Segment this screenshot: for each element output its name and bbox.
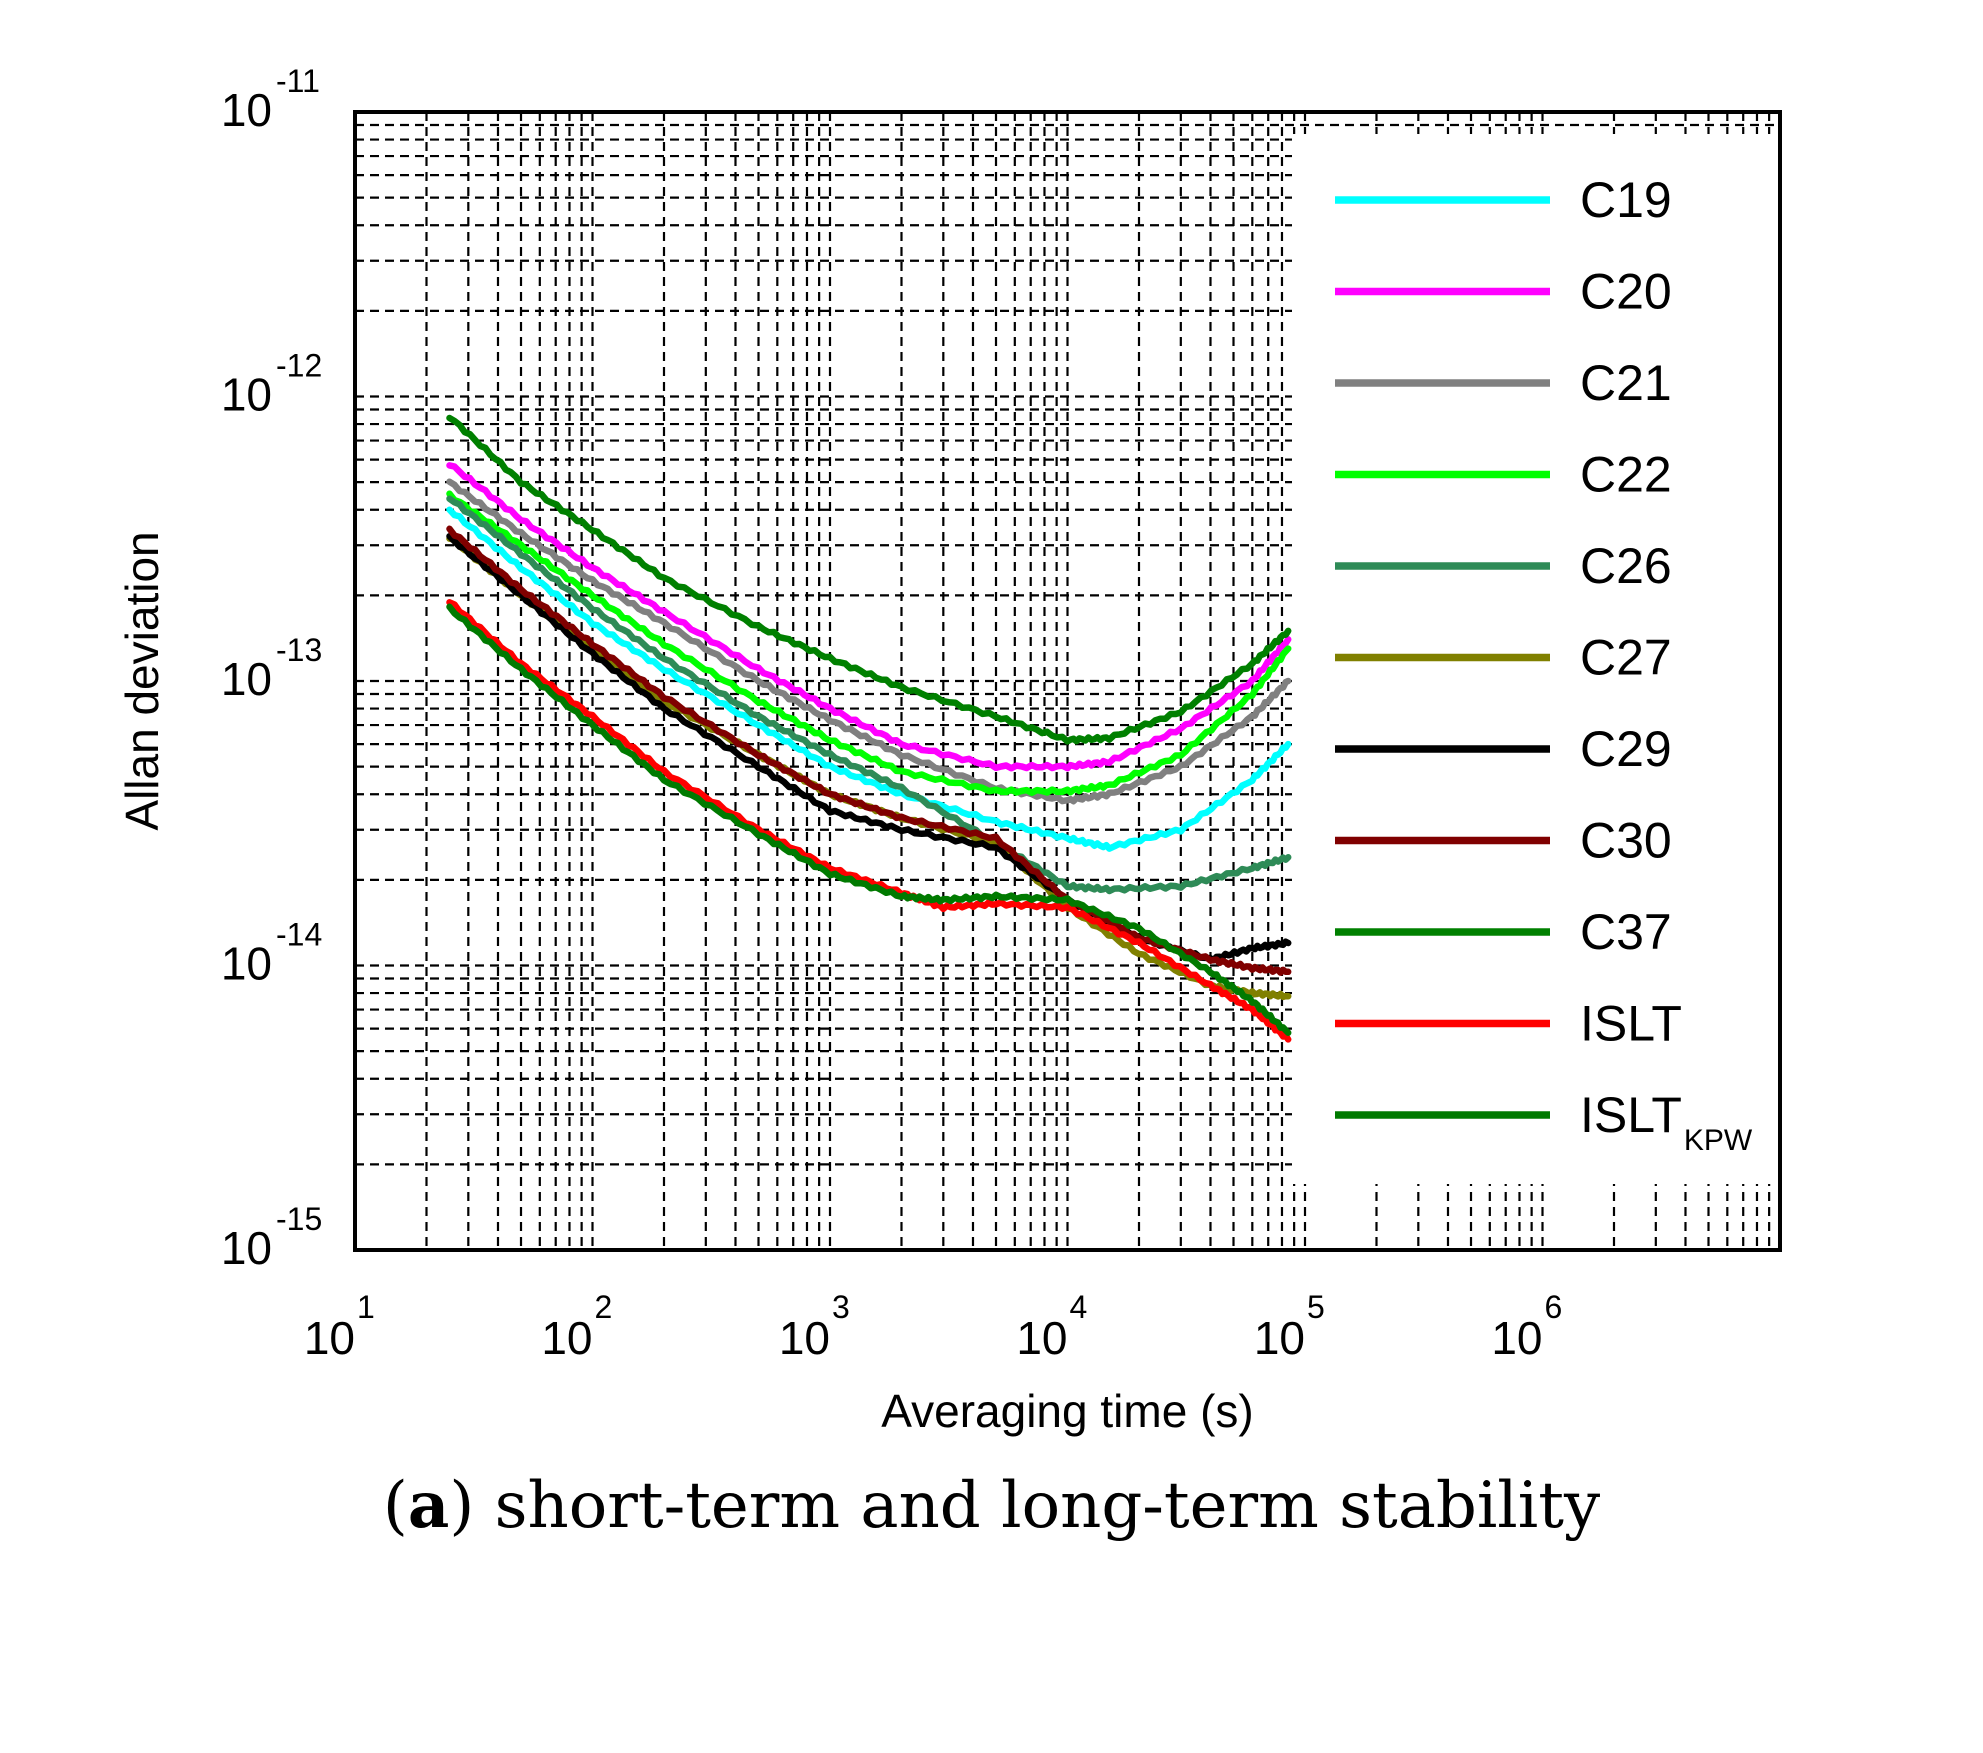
figure-caption: (a) short-term and long-term stability [382, 1468, 1601, 1543]
x-tick-exponent: 1 [357, 1289, 375, 1325]
legend-label: C21 [1580, 355, 1672, 411]
x-tick-label: 10 [1491, 1312, 1542, 1364]
x-tick-label: 10 [1254, 1312, 1305, 1364]
series-line-c20 [446, 462, 1292, 772]
legend-label-subscript: KPW [1684, 1124, 1753, 1157]
legend-label: C29 [1580, 721, 1672, 777]
series-line-c37 [446, 414, 1292, 745]
y-tick-label: 10 [221, 1222, 272, 1274]
caption-text: short-term and long-term stability [474, 1469, 1601, 1543]
x-tick-label: 10 [304, 1312, 355, 1364]
x-tick-exponent: 2 [595, 1289, 613, 1325]
series-line-c19 [446, 506, 1292, 852]
caption-label: a [407, 1468, 450, 1543]
y-tick-label: 10 [221, 938, 272, 990]
series-line-c30 [446, 525, 1292, 976]
series-line-c26 [446, 495, 1292, 895]
y-tick-exponent: -12 [276, 348, 322, 384]
x-tick-label: 10 [541, 1312, 592, 1364]
legend-label: C19 [1580, 172, 1672, 228]
series-line-islt-kpw [446, 603, 1292, 1037]
legend-label: C27 [1580, 630, 1672, 686]
legend-label: C30 [1580, 813, 1672, 869]
legend-label: C37 [1580, 904, 1672, 960]
series-lines [446, 414, 1292, 1043]
x-axis-label: Averaging time (s) [881, 1385, 1253, 1437]
x-tick-exponent: 5 [1307, 1289, 1325, 1325]
tick-labels: 10110210310410510610-1510-1410-1310-1210… [221, 63, 1562, 1364]
y-tick-exponent: -13 [276, 632, 322, 668]
y-tick-label: 10 [221, 653, 272, 705]
y-tick-label: 10 [221, 84, 272, 136]
y-tick-exponent: -11 [276, 63, 320, 99]
legend-label: C20 [1580, 264, 1672, 320]
y-tick-exponent: -15 [276, 1201, 322, 1237]
legend-label: ISLT [1580, 1087, 1682, 1143]
axes-box [353, 110, 1782, 1252]
legend-label: C26 [1580, 538, 1672, 594]
x-tick-exponent: 4 [1070, 1289, 1088, 1325]
series-line-c21 [446, 478, 1292, 805]
x-tick-exponent: 3 [832, 1289, 850, 1325]
x-tick-label: 10 [779, 1312, 830, 1364]
x-tick-exponent: 6 [1545, 1289, 1563, 1325]
legend-label: C22 [1580, 447, 1672, 503]
legend-label: ISLT [1580, 996, 1682, 1052]
y-tick-label: 10 [221, 369, 272, 421]
allan-deviation-chart: 10110210310410510610-1510-1410-1310-1210… [116, 63, 1782, 1437]
x-tick-label: 10 [1016, 1312, 1067, 1364]
series-line-c22 [446, 490, 1292, 797]
y-tick-exponent: -14 [276, 917, 322, 953]
y-axis-label: Allan deviation [116, 531, 168, 830]
